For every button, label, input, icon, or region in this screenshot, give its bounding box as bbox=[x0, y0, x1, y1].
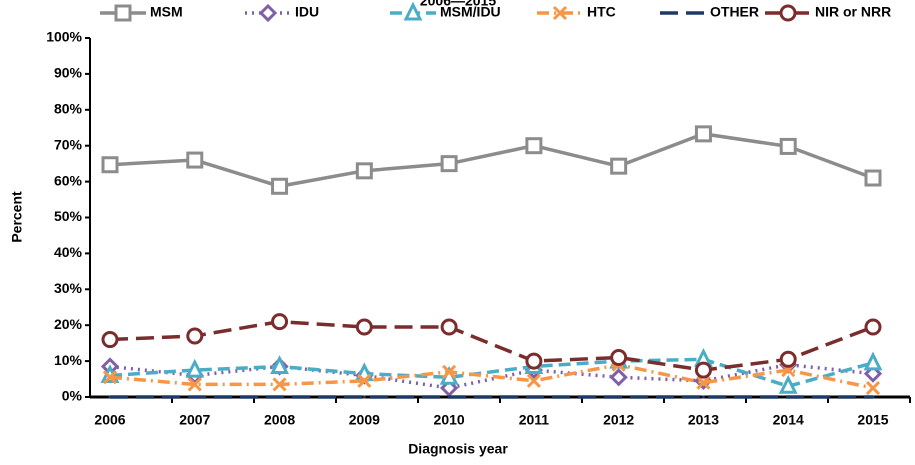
x-tick-label: 2012 bbox=[603, 412, 634, 428]
x-tick-label: 2008 bbox=[264, 412, 295, 428]
data-point bbox=[271, 313, 289, 331]
series-line bbox=[109, 357, 874, 389]
data-point bbox=[440, 318, 458, 336]
legend-label: MSM bbox=[150, 4, 183, 20]
data-point bbox=[863, 351, 883, 371]
y-tick-label: 100% bbox=[46, 29, 82, 45]
data-point bbox=[186, 151, 204, 169]
y-tick-label: 90% bbox=[54, 65, 83, 81]
data-point bbox=[525, 352, 543, 370]
x-tick-label: 2013 bbox=[688, 412, 719, 428]
legend-marker bbox=[779, 4, 797, 22]
y-tick-label: 10% bbox=[54, 352, 83, 368]
data-point bbox=[779, 137, 797, 155]
y-tick-label: 20% bbox=[54, 316, 83, 332]
series-line bbox=[109, 319, 874, 372]
data-point bbox=[610, 349, 628, 367]
data-point bbox=[108, 395, 112, 399]
data-point bbox=[270, 355, 289, 374]
legend-label: MSM/IDU bbox=[440, 4, 501, 20]
x-tick-label: 2010 bbox=[434, 412, 465, 428]
data-point bbox=[701, 395, 705, 399]
data-point bbox=[272, 377, 287, 392]
data-point bbox=[186, 327, 204, 345]
chart-title: 2006—2015 bbox=[420, 0, 497, 9]
legend-marker bbox=[114, 4, 132, 22]
data-point bbox=[864, 169, 882, 187]
legend-marker bbox=[403, 1, 423, 21]
data-point bbox=[864, 318, 882, 336]
data-point bbox=[355, 318, 373, 336]
data-point bbox=[609, 368, 628, 387]
x-axis-label: Diagnosis year bbox=[408, 441, 508, 457]
legend-marker bbox=[552, 5, 568, 21]
data-point bbox=[865, 380, 881, 396]
legend-label: HTC bbox=[587, 4, 616, 20]
data-point bbox=[694, 361, 712, 379]
x-tick-label: 2006 bbox=[94, 412, 125, 428]
data-point bbox=[355, 162, 373, 180]
x-tick-label: 2015 bbox=[857, 412, 888, 428]
data-point bbox=[101, 331, 119, 349]
data-point bbox=[362, 395, 366, 399]
data-point bbox=[185, 358, 205, 378]
y-tick-label: 60% bbox=[54, 172, 83, 188]
y-tick-label: 30% bbox=[54, 280, 83, 296]
data-point bbox=[526, 373, 541, 388]
y-axis-label: Percent bbox=[9, 191, 25, 243]
x-tick-label: 2014 bbox=[773, 412, 804, 428]
data-point bbox=[610, 157, 628, 175]
data-point bbox=[786, 395, 790, 399]
data-point bbox=[357, 373, 372, 388]
data-point bbox=[440, 155, 458, 173]
y-tick-label: 40% bbox=[54, 244, 83, 260]
legend-label: OTHER bbox=[710, 4, 759, 20]
y-tick-label: 80% bbox=[54, 101, 83, 117]
data-point bbox=[779, 350, 797, 368]
data-point bbox=[532, 395, 536, 399]
data-point bbox=[102, 370, 118, 385]
x-tick-label: 2011 bbox=[519, 412, 550, 428]
legend-label: NIR or NRR bbox=[815, 4, 891, 20]
data-point bbox=[778, 374, 798, 394]
y-tick-label: 70% bbox=[54, 136, 83, 152]
data-point bbox=[442, 364, 457, 379]
data-point bbox=[101, 156, 119, 174]
series-line bbox=[109, 362, 874, 390]
y-tick-label: 50% bbox=[54, 208, 83, 224]
x-tick-label: 2009 bbox=[349, 412, 380, 428]
data-point bbox=[871, 395, 875, 399]
data-point bbox=[617, 395, 621, 399]
series-line bbox=[109, 362, 874, 390]
data-point bbox=[447, 395, 451, 399]
y-tick-label: 0% bbox=[62, 388, 83, 404]
data-point bbox=[271, 177, 289, 195]
data-point bbox=[193, 395, 197, 399]
data-point bbox=[525, 137, 543, 155]
legend-label: IDU bbox=[295, 4, 319, 20]
series-line bbox=[109, 132, 874, 189]
data-point bbox=[696, 375, 711, 390]
x-tick-label: 2007 bbox=[179, 412, 210, 428]
legend-marker bbox=[258, 3, 278, 23]
data-point bbox=[694, 125, 712, 143]
data-point bbox=[187, 377, 202, 392]
data-point bbox=[278, 395, 282, 399]
